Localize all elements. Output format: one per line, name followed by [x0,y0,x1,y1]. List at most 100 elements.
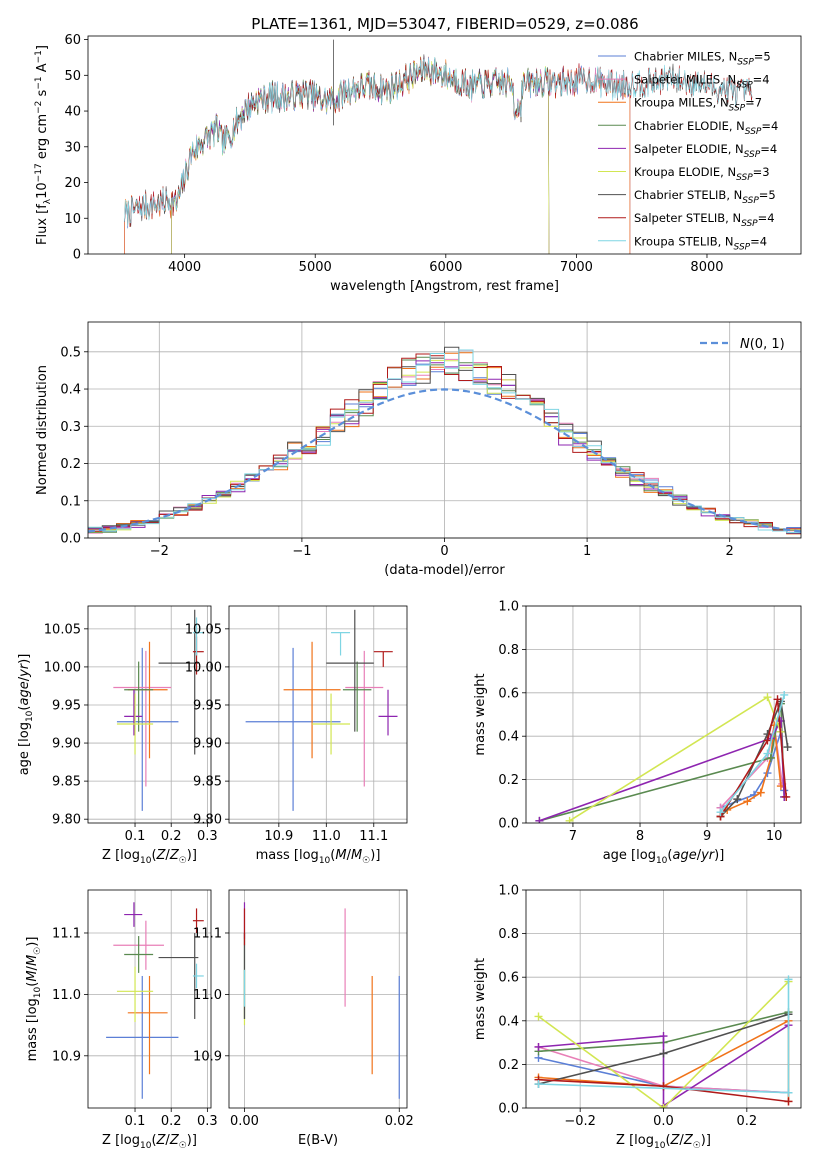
x-tick-label: 0.3 [197,1114,218,1129]
x-tick-label: 0.02 [385,1114,414,1129]
legend-label: Chabrier STELIB, NSSP=5 [634,188,776,206]
label-part: mass [ [25,1018,40,1061]
x-tick-label: 7 [569,829,577,844]
y-tick-label: 11.1 [193,926,222,941]
label-part: log [120,848,140,863]
label-part: Z [ [616,1133,634,1148]
axes-frame [525,605,802,824]
label-part: Chabrier ELODIE, N [634,119,745,133]
legend-label: Salpeter MILES, NSSP=4 [634,73,770,91]
x-tick-label: 0.2 [736,1114,757,1129]
legend-label: N(0, 1) [740,337,785,352]
series-marker [534,1012,543,1021]
spectrum-line [124,55,631,254]
y-tick-label: 0 [73,248,81,263]
y-tick-label: 1.0 [498,600,519,615]
residual-histogram-panel: −2 −1 0 1 2 0.0 0.1 0.2 0.3 0.4 0.5 (data-model)/er… [35,321,802,578]
label-part: −1 [34,76,44,89]
error-bar-point [192,617,204,656]
y-tick-label: 40 [64,105,81,120]
legend-label: Chabrier ELODIE, NSSP=4 [634,119,778,137]
label-part: Flux [f [35,204,50,245]
series-marker [763,749,772,758]
series-marker [766,753,775,762]
y-tick-label: 0.8 [498,643,519,658]
y-tick-label: 0.6 [498,971,519,986]
label-part: / [679,1133,684,1148]
label-part: Chabrier STELIB, N [634,188,742,202]
error-bar-point [283,641,341,759]
label-part: age [672,848,696,863]
label-part: ( [151,848,156,863]
axes-frame [228,889,408,1109]
x-tick-label: 2 [726,544,734,559]
series-marker [743,797,752,806]
label-part: Kroupa STELIB, N [634,234,734,248]
y-tick-label: 10.05 [185,622,222,637]
label-part: age [17,681,32,705]
legend-label: Salpeter STELIB, NSSP=4 [634,211,775,229]
label-part: / [25,965,40,970]
label-part: λ [43,198,53,204]
error-bar-point [124,902,143,927]
series-line [719,699,787,817]
x-tick-label: 0.1 [125,1114,146,1129]
x-tick-label: −0.2 [564,1114,596,1129]
x-axis-label: Z [log10(Z/Z☉)] [102,1133,197,1151]
x-tick-label: 0.2 [161,1114,182,1129]
label-part: Salpeter STELIB, N [634,211,741,225]
error-bar-point [106,975,179,1099]
y-axis-label: Flux [fλ10−17 erg cm−2 s−1 A−1] [34,45,53,245]
y-tick-label: 9.95 [52,698,81,713]
error-bar-point [124,661,154,732]
plot-area [106,902,204,1099]
label-part: SSP [744,150,761,160]
label-part: SSP [736,173,753,183]
y-tick-label: 0.1 [60,494,81,509]
x-axis-label: Z [log10(Z/Z☉)] [616,1133,711,1151]
label-part: =5 [754,50,771,64]
y-tick-label: 10.05 [44,622,81,637]
x-tick-label: 4000 [168,260,201,275]
label-part: 10 [140,1141,152,1151]
label-part: ☉ [33,947,43,955]
label-part: SSP [734,242,751,252]
legend-label: Kroupa STELIB, NSSP=4 [634,234,767,252]
label-part: 10 [654,1141,666,1151]
x-tick-label: 0 [440,544,448,559]
series-line [569,695,782,822]
massweight-vs-metallicity-panel: −0.2 0.0 0.20.00.20.40.60.81.0Z [log10(Z/Z… [473,884,802,1151]
error-bar-point [113,650,172,787]
label-part: ☉ [179,856,187,866]
label-part: ☉ [362,856,370,866]
x-axis-label: mass [log10(M/M☉)] [256,848,381,866]
error-bar-point [345,650,384,787]
label-part: )] [714,848,724,863]
label-part: )] [187,1133,197,1148]
series-marker [780,690,789,699]
x-axis-label: (data-model)/error [384,563,505,578]
label-part: 10 [656,856,668,866]
label-part: SSP [737,58,754,68]
error-bar-point [326,609,374,732]
y-tick-label: 20 [64,176,81,191]
label-part: )] [701,1133,711,1148]
y-tick-label: 0.0 [498,817,519,832]
x-tick-label: 9 [703,829,711,844]
x-axis-label: Z [log10(Z/Z☉)] [102,848,197,866]
label-part: s [35,89,50,100]
label-part: 10 [35,182,50,199]
label-part: / [165,1133,170,1148]
label-part: yr [700,848,716,863]
plot-area [113,609,204,811]
y-tick-label: 9.85 [193,775,222,790]
x-tick-label: 6000 [429,260,462,275]
x-tick-label: 0.0 [653,1114,674,1129]
normal-curve [88,388,801,533]
error-bar-point [378,689,398,736]
x-tick-label: 5000 [299,260,332,275]
label-part: log [120,1133,140,1148]
label-part: ] [35,45,50,50]
